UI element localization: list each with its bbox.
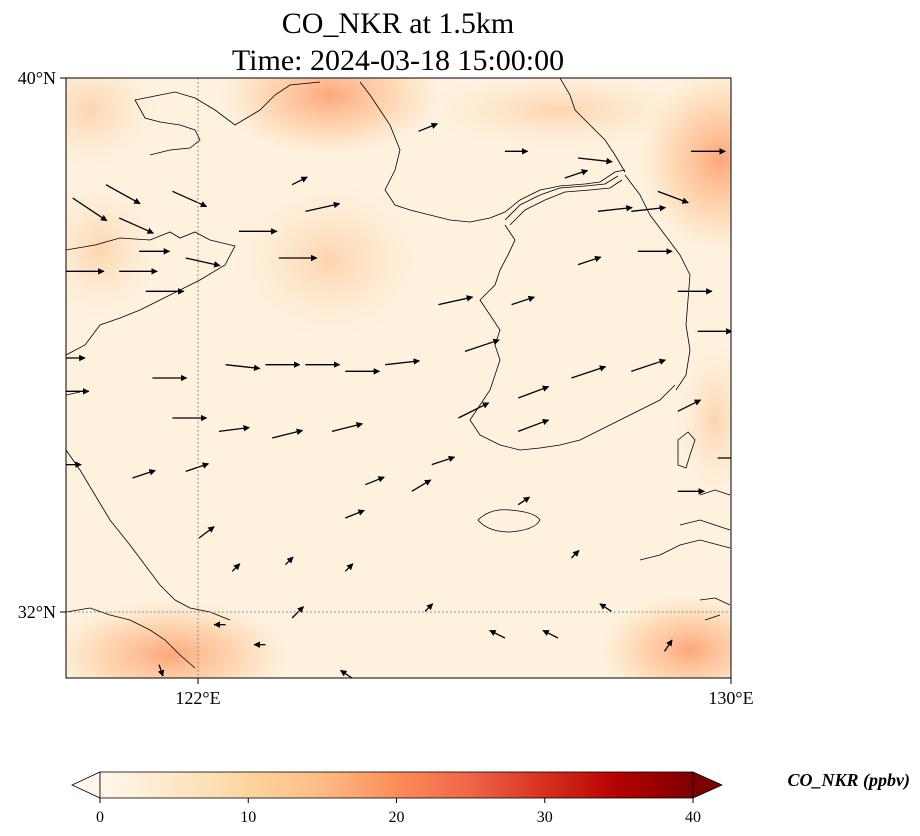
wind-arrow-18 (225, 364, 261, 372)
map-panel (66, 78, 731, 678)
wind-arrow-59 (517, 496, 531, 506)
colorbar: 0 10 20 30 40 (71, 771, 723, 826)
co-band-central (230, 180, 430, 340)
wind-arrow-49 (418, 122, 439, 132)
co-hotspot-yangtze-estuary (66, 600, 290, 678)
coastline-shandong-south (66, 391, 81, 396)
wind-arrow-41 (571, 365, 607, 379)
tick-label-40n: 40°N (18, 68, 56, 88)
wind-arrow-0 (72, 197, 108, 222)
co-band-east-edge (675, 340, 731, 500)
wind-arrow-56 (564, 169, 589, 179)
dmz-border (504, 175, 623, 226)
tick-label-130e: 130°E (708, 688, 753, 708)
wind-arrow-28 (198, 526, 215, 539)
coastline-korea-west (469, 224, 676, 451)
colorbar-ticks: 0 10 20 30 40 (96, 798, 701, 826)
wind-arrow-25 (331, 421, 364, 432)
wind-arrow-47 (365, 476, 385, 486)
wind-arrow-60 (570, 549, 580, 559)
wind-arrow-31 (344, 563, 354, 572)
co-hotspot-west-edge (66, 78, 160, 170)
coastlines (66, 78, 731, 669)
concentration-field (66, 78, 731, 678)
wind-arrow-23 (218, 425, 250, 432)
coastline-china-north (66, 231, 236, 356)
colorbar-title: CO_NKR (ppbv) (788, 770, 911, 791)
wind-arrow-42 (517, 385, 550, 399)
wind-arrow-48 (345, 509, 365, 519)
wind-arrow-26 (132, 469, 156, 479)
wind-arrow-22 (385, 358, 421, 366)
wind-arrow-46 (411, 479, 432, 492)
wind-arrow-33 (464, 338, 500, 352)
colorbar-body (99, 771, 694, 799)
colorbar-tick-label-2: 20 (389, 809, 405, 826)
wind-arrow-61 (489, 629, 506, 639)
wind-arrow-35 (577, 255, 602, 266)
wind-arrow-29 (231, 563, 241, 572)
wind-arrow-55 (657, 190, 689, 204)
wind-arrow-39 (677, 399, 702, 412)
wind-arrow-30 (284, 556, 294, 566)
wind-arrow-7 (172, 190, 208, 208)
wind-arrow-24 (271, 428, 304, 439)
co-hotspot-north-bohai (220, 78, 440, 155)
wind-arrow-11 (291, 176, 308, 186)
coastline-korea-north-east (559, 78, 626, 173)
wind-arrow-54 (597, 204, 633, 212)
wind-arrow-68 (291, 606, 304, 619)
colorbar-extend-low (71, 771, 101, 799)
co-hotspot-southeast (600, 595, 731, 678)
wind-arrow-27 (185, 462, 210, 472)
tick-label-122e: 122°E (175, 688, 220, 708)
wind-arrow-65 (157, 664, 165, 677)
colorbar-tick-label-3: 30 (537, 809, 553, 826)
colorbar-tick-label-0: 0 (96, 809, 104, 826)
wind-arrow-45 (431, 455, 456, 466)
title-line-2: Time: 2024-03-18 15:00:00 (232, 44, 564, 77)
wind-arrow-70 (424, 603, 434, 612)
wind-arrow-64 (663, 639, 673, 652)
island-jeju (477, 509, 541, 533)
wind-arrow-44 (458, 402, 490, 419)
title-line-1: CO_NKR at 1.5km (282, 7, 515, 40)
wind-arrow-69 (340, 669, 353, 678)
colorbar-extend-high (692, 771, 723, 799)
map-frame (65, 77, 732, 679)
wind-arrow-43 (517, 418, 550, 432)
colorbar-tick-label-1: 10 (240, 809, 256, 826)
wind-arrow-12 (305, 201, 341, 212)
wind-arrow-2 (118, 217, 154, 234)
co-band-north-sea (420, 78, 700, 150)
wind-arrow-53 (631, 204, 667, 212)
wind-arrow-6 (185, 257, 221, 268)
wind-arrow-51 (577, 157, 613, 165)
wind-arrow-62 (542, 629, 559, 639)
axis-ticks (60, 77, 732, 684)
coastline-korea-east (624, 174, 691, 391)
wind-arrow-34 (511, 295, 535, 306)
wind-arrow-32 (438, 295, 474, 306)
colorbar-tick-label-4: 40 (685, 809, 701, 826)
wind-arrow-63 (599, 603, 612, 612)
japan-coast (639, 489, 731, 621)
coastline-liaodong (359, 81, 626, 223)
tick-label-32n: 32°N (18, 602, 56, 622)
coastline-east-china (66, 449, 231, 621)
coastline-bohai (134, 81, 321, 156)
co-band-west-coast (66, 180, 160, 320)
coastline-yangtze (66, 607, 196, 669)
wind-vectors (66, 122, 731, 678)
wind-arrow-1 (105, 184, 141, 205)
island-tsushima (677, 431, 696, 469)
wind-arrow-40 (631, 358, 667, 372)
